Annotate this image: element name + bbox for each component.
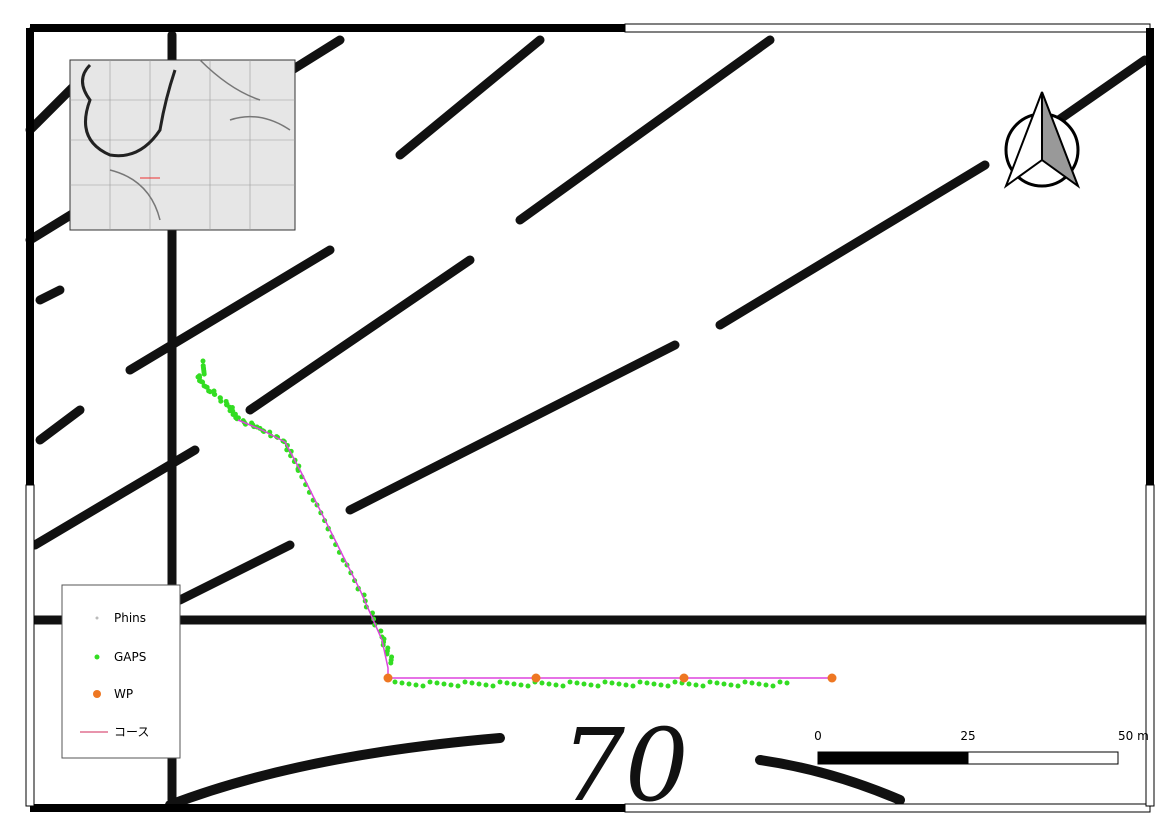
gaps-point bbox=[491, 684, 496, 689]
waypoint bbox=[532, 674, 541, 683]
gaps-point bbox=[547, 682, 552, 687]
gaps-point bbox=[568, 680, 573, 685]
gaps-point bbox=[652, 682, 657, 687]
gaps-point bbox=[666, 684, 671, 689]
gaps-point bbox=[694, 683, 699, 688]
gaps-point bbox=[484, 683, 489, 688]
gaps-point bbox=[750, 681, 755, 686]
inset-map bbox=[70, 60, 295, 230]
gaps-point bbox=[743, 680, 748, 685]
gaps-point bbox=[645, 681, 650, 686]
gaps-point bbox=[421, 684, 426, 689]
gaps-point bbox=[456, 684, 461, 689]
gaps-point bbox=[388, 661, 393, 666]
legend-label: GAPS bbox=[114, 650, 146, 664]
gaps-point bbox=[519, 683, 524, 688]
gaps-point bbox=[428, 680, 433, 685]
gaps-point bbox=[201, 359, 206, 364]
gaps-point bbox=[659, 683, 664, 688]
scale-label: 0 bbox=[814, 729, 822, 743]
gaps-point bbox=[596, 684, 601, 689]
gaps-point bbox=[617, 682, 622, 687]
scale-label: 25 bbox=[960, 729, 975, 743]
gaps-point bbox=[764, 683, 769, 688]
legend-symbol bbox=[96, 617, 99, 620]
gaps-point bbox=[442, 682, 447, 687]
scale-label: 50 m bbox=[1118, 729, 1149, 743]
scale-segment bbox=[818, 752, 968, 764]
gaps-point bbox=[540, 681, 545, 686]
gaps-point bbox=[736, 684, 741, 689]
waypoint bbox=[680, 674, 689, 683]
gaps-point bbox=[785, 681, 790, 686]
gaps-point bbox=[575, 681, 580, 686]
gaps-point bbox=[722, 682, 727, 687]
legend: Phins GAPS WP コース bbox=[62, 585, 180, 758]
legend-symbol bbox=[93, 690, 101, 698]
gaps-point bbox=[435, 681, 440, 686]
map: 70 Phins GAPS WP bbox=[0, 0, 1172, 830]
gaps-point bbox=[407, 682, 412, 687]
gaps-point bbox=[554, 683, 559, 688]
gaps-point bbox=[561, 684, 566, 689]
waypoint bbox=[828, 674, 837, 683]
gaps-point bbox=[624, 683, 629, 688]
gaps-point bbox=[414, 683, 419, 688]
gaps-point bbox=[212, 392, 217, 397]
gaps-point bbox=[202, 372, 207, 377]
gaps-point bbox=[393, 680, 398, 685]
gaps-point bbox=[673, 680, 678, 685]
gaps-point bbox=[771, 684, 776, 689]
gaps-point bbox=[498, 680, 503, 685]
scale-segment bbox=[968, 752, 1118, 764]
gaps-point bbox=[715, 681, 720, 686]
gaps-point bbox=[708, 680, 713, 685]
gaps-point bbox=[701, 684, 706, 689]
gaps-point bbox=[757, 682, 762, 687]
legend-label: コース bbox=[114, 725, 149, 739]
gaps-point bbox=[610, 681, 615, 686]
gaps-point bbox=[526, 684, 531, 689]
gaps-point bbox=[589, 683, 594, 688]
gaps-point bbox=[638, 680, 643, 685]
gaps-point bbox=[729, 683, 734, 688]
gaps-point bbox=[778, 680, 783, 685]
gaps-point bbox=[687, 682, 692, 687]
legend-label: Phins bbox=[114, 611, 146, 625]
gaps-point bbox=[477, 682, 482, 687]
gaps-point bbox=[470, 681, 475, 686]
gaps-point bbox=[400, 681, 405, 686]
gaps-point bbox=[582, 682, 587, 687]
gaps-point bbox=[512, 682, 517, 687]
waypoint bbox=[384, 674, 393, 683]
gaps-point bbox=[218, 399, 223, 404]
gaps-point bbox=[631, 684, 636, 689]
gaps-point bbox=[449, 683, 454, 688]
gaps-point bbox=[463, 680, 468, 685]
gaps-point bbox=[603, 680, 608, 685]
legend-symbol bbox=[95, 655, 100, 660]
legend-label: WP bbox=[114, 687, 133, 701]
gaps-point bbox=[505, 681, 510, 686]
